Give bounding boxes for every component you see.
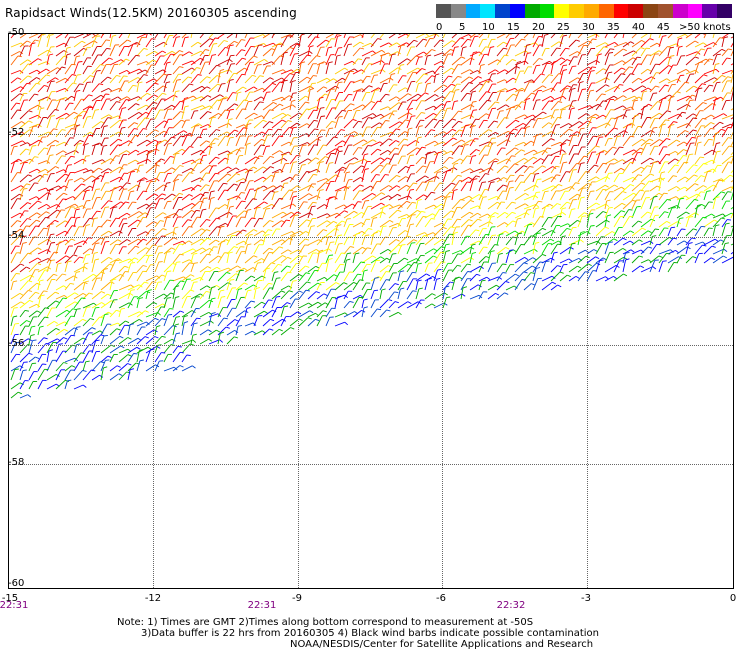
lat-label: -52 (8, 127, 25, 138)
legend-tick: 10 (482, 22, 495, 33)
legend-tick: 25 (557, 22, 570, 33)
lat-label: -56 (8, 338, 25, 349)
note-line: 3)Data buffer is 22 hrs from 20160305 4)… (141, 628, 599, 639)
legend-color-swatch (598, 4, 615, 18)
legend-color-swatch (539, 4, 555, 18)
legend-color-swatch (554, 4, 570, 18)
lat-label: -50 (8, 27, 25, 38)
lon-label: -6 (436, 593, 446, 604)
note-line: Note: 1) Times are GMT 2)Times along bot… (117, 617, 534, 628)
legend-color-swatch (510, 4, 526, 18)
legend-color-swatch (524, 4, 541, 18)
legend-tick: 20 (532, 22, 545, 33)
lon-label: -12 (144, 593, 162, 604)
legend-color-swatch (436, 4, 452, 18)
legend-color-swatch (495, 4, 511, 18)
chart-title: Rapidsact Winds(12.5KM) 20160305 ascendi… (5, 6, 297, 20)
lon-label: -15 (1, 593, 19, 604)
longitude-gridline (298, 34, 299, 588)
longitude-gridline (153, 34, 154, 588)
legend-color-swatch (702, 4, 718, 18)
lon-label: 0 (729, 593, 737, 604)
legend-tick: 35 (607, 22, 620, 33)
latitude-gridline (9, 464, 733, 465)
legend-color-swatch (569, 4, 585, 18)
longitude-gridline (442, 34, 443, 588)
legend-tick: 0 (436, 22, 443, 33)
latitude-gridline (9, 134, 733, 135)
lat-label: -58 (8, 457, 25, 468)
legend-color-swatch (480, 4, 496, 18)
latitude-gridline (9, 237, 733, 238)
legend-color-swatch (687, 4, 703, 18)
latitude-gridline (9, 345, 733, 346)
lon-label: -9 (292, 593, 302, 604)
wind-barbs-layer (10, 34, 733, 399)
legend-color-swatch (450, 4, 467, 18)
wind-map (8, 33, 734, 589)
legend-color-swatch (613, 4, 629, 18)
legend-tick: 45 (657, 22, 670, 33)
legend-tick: 30 (582, 22, 595, 33)
notes: Note: 1) Times are GMT 2)Times along bot… (117, 617, 599, 639)
time-label: 22:31 (247, 600, 277, 611)
wind-speed-legend: 0 5 10 15 20 25 30 35 40 45 >50 knots (436, 4, 733, 34)
legend-color-swatch (584, 4, 600, 18)
legend-color-swatch (717, 4, 733, 18)
legend-tick: 15 (507, 22, 520, 33)
credit-line: NOAA/NESDIS/Center for Satellite Applica… (290, 639, 594, 650)
longitude-gridline (587, 34, 588, 588)
legend-color-swatch (628, 4, 644, 18)
legend-tick: 5 (459, 22, 466, 33)
lat-label: -60 (8, 578, 25, 589)
legend-color-swatch (672, 4, 689, 18)
time-label: 22:32 (496, 600, 526, 611)
lat-label: -54 (8, 230, 25, 241)
legend-color-swatch (658, 4, 674, 18)
legend-tick: 40 (632, 22, 645, 33)
legend-color-swatch (643, 4, 659, 18)
time-label: 22:31 (0, 600, 29, 611)
legend-color-swatch (465, 4, 481, 18)
lon-label: -3 (581, 593, 591, 604)
legend-unit-label: >50 knots (679, 22, 731, 33)
